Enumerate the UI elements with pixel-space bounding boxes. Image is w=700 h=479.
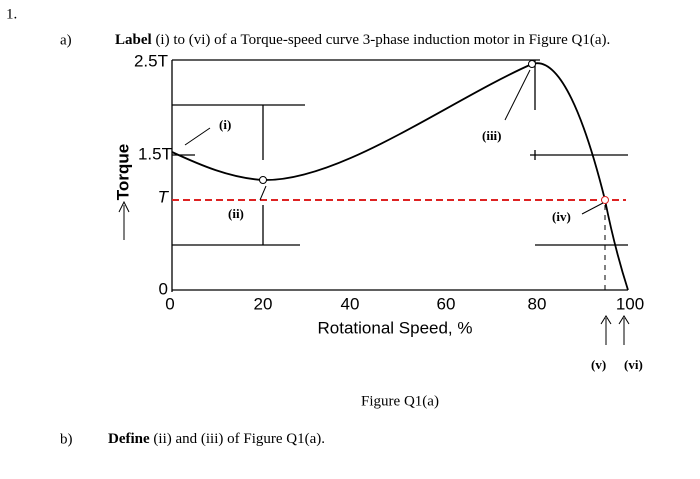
marker-label: (vi) (624, 357, 643, 372)
instruction-text: (ii) and (iii) of Figure Q1(a). (153, 431, 325, 447)
figure: 2.5T 1.5T T 0 0 20 40 60 80 100 Rotation… (113, 51, 644, 409)
y-arrow (118, 200, 130, 240)
y-axis-label: Torque (113, 144, 132, 200)
marker-label: (iii) (482, 128, 502, 143)
x-tick-label: 100 (616, 294, 644, 313)
x-tick-label: 0 (165, 294, 174, 313)
bold-word: Label (115, 32, 152, 48)
marker-label: (i) (219, 117, 231, 132)
point (528, 60, 536, 68)
instruction: Define (ii) and (iii) of Figure Q1(a). (108, 431, 325, 447)
question-number: 1. (6, 6, 17, 22)
x-tick-label: 60 (437, 294, 456, 313)
marker-label: (iv) (552, 209, 571, 224)
x-tick-label: 80 (528, 294, 547, 313)
y-tick-label: 0 (159, 279, 168, 298)
torque-curve (171, 62, 629, 291)
instruction-text: (i) to (vi) of a Torque-speed curve 3-ph… (155, 32, 610, 48)
part-label: a) (60, 32, 72, 48)
marker-label: (v) (591, 357, 606, 372)
marker-label: (ii) (228, 206, 244, 221)
pointer (600, 315, 630, 345)
instruction: Label (i) to (vi) of a Torque-speed curv… (115, 32, 610, 48)
pointer (184, 69, 604, 215)
y-tick-label: T (158, 187, 170, 206)
y-tick-label: 1.5T (138, 144, 172, 163)
caption: Figure Q1(a) (361, 393, 439, 409)
x-tick-label: 20 (254, 294, 273, 313)
bold-word: Define (108, 431, 150, 447)
x-axis-label: Rotational Speed, % (318, 318, 473, 337)
part-label: b) (60, 431, 73, 447)
point (259, 176, 267, 184)
x-tick-label: 40 (341, 294, 360, 313)
point (601, 196, 609, 204)
y-tick-label: 2.5T (134, 51, 168, 70)
